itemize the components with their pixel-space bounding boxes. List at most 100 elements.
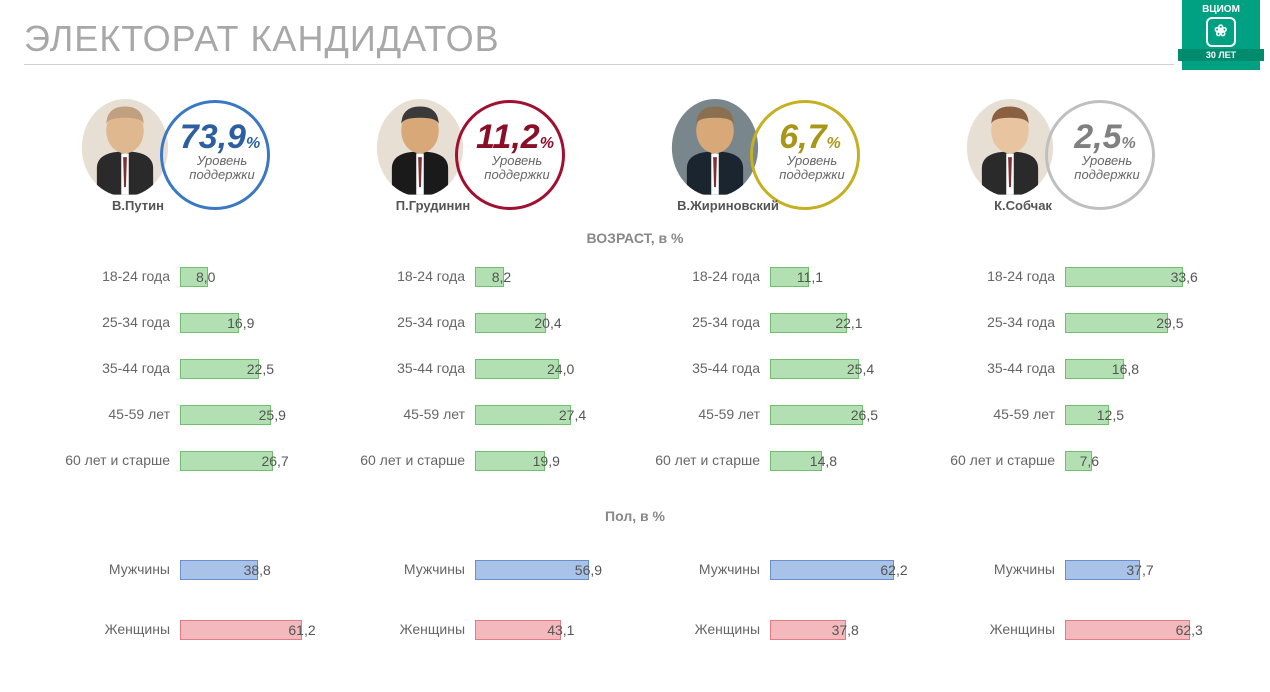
age-value: 12,5	[1097, 407, 1124, 423]
age-bar-area: 12,5	[1065, 405, 1215, 425]
support-percent: 11,2%	[463, 118, 567, 157]
age-section-label: ВОЗРАСТ, в %	[0, 230, 1270, 246]
age-value: 27,4	[559, 407, 586, 423]
age-bar-area: 20,4	[475, 313, 625, 333]
candidate-headers: 73,9% Уровеньподдержки В.Путин	[50, 88, 1230, 218]
age-value: 22,1	[835, 315, 862, 331]
age-row: 35-44 года 16,8	[935, 346, 1230, 392]
age-row: 45-59 лет 12,5	[935, 392, 1230, 438]
gender-row-label: Мужчины	[935, 562, 1065, 577]
age-row: 45-59 лет 25,9	[50, 392, 345, 438]
age-bar-area: 7,6	[1065, 451, 1215, 471]
gender-bar	[770, 560, 894, 580]
gender-value: 38,8	[244, 562, 271, 578]
age-row-label: 35-44 года	[640, 361, 770, 376]
gender-value: 62,2	[880, 562, 907, 578]
candidate-header: 73,9% Уровеньподдержки В.Путин	[50, 88, 345, 218]
age-row: 45-59 лет 26,5	[640, 392, 935, 438]
gender-bar-area: 62,2	[770, 560, 920, 580]
support-label: Уровеньподдержки	[762, 154, 862, 183]
support-percent: 6,7%	[758, 118, 862, 157]
age-value: 16,8	[1112, 361, 1139, 377]
age-bar	[180, 451, 273, 471]
age-bar-area: 14,8	[770, 451, 920, 471]
gender-chart-column: Мужчины 37,7 Женщины 62,3	[935, 540, 1230, 660]
age-value: 26,7	[261, 453, 288, 469]
age-row-label: 18-24 года	[640, 269, 770, 284]
candidate-name: К.Собчак	[953, 198, 1093, 213]
gender-row-label: Женщины	[50, 622, 180, 637]
gender-row-label: Женщины	[345, 622, 475, 637]
candidate-column: 2,5% Уровеньподдержки К.Собчак	[935, 88, 1230, 218]
gender-row: Мужчины 56,9	[345, 540, 640, 600]
age-row: 25-34 года 22,1	[640, 300, 935, 346]
age-chart-column: 18-24 года 33,6 25-34 года 29,5 35-44 го…	[935, 254, 1230, 484]
age-bar	[1065, 313, 1168, 333]
candidate-photo	[80, 92, 170, 198]
gender-row: Женщины 61,2	[50, 600, 345, 660]
candidate-column: 11,2% Уровеньподдержки П.Грудинин	[345, 88, 640, 218]
age-row-label: 18-24 года	[345, 269, 475, 284]
gender-bar-area: 38,8	[180, 560, 330, 580]
gender-row-label: Женщины	[640, 622, 770, 637]
age-bar	[1065, 267, 1183, 287]
age-row-label: 18-24 года	[935, 269, 1065, 284]
age-bar-area: 29,5	[1065, 313, 1215, 333]
gender-row: Мужчины 37,7	[935, 540, 1230, 600]
title-underline	[24, 64, 1174, 65]
age-row: 35-44 года 24,0	[345, 346, 640, 392]
age-bar-area: 22,1	[770, 313, 920, 333]
age-row: 18-24 года 33,6	[935, 254, 1230, 300]
age-bar-area: 8,0	[180, 267, 330, 287]
gender-row: Женщины 37,8	[640, 600, 935, 660]
age-bar-area: 33,6	[1065, 267, 1215, 287]
gender-value: 43,1	[547, 622, 574, 638]
age-row: 18-24 года 8,0	[50, 254, 345, 300]
age-value: 14,8	[810, 453, 837, 469]
candidate-photo	[375, 92, 465, 198]
age-value: 29,5	[1156, 315, 1183, 331]
candidate-column: 73,9% Уровеньподдержки В.Путин	[50, 88, 345, 218]
age-value: 26,5	[851, 407, 878, 423]
age-row: 35-44 года 22,5	[50, 346, 345, 392]
age-value: 19,9	[533, 453, 560, 469]
age-bar	[770, 405, 863, 425]
support-label: Уровеньподдержки	[467, 154, 567, 183]
age-bar-area: 27,4	[475, 405, 625, 425]
age-row-label: 35-44 года	[50, 361, 180, 376]
age-value: 25,9	[259, 407, 286, 423]
age-value: 25,4	[847, 361, 874, 377]
age-row: 18-24 года 8,2	[345, 254, 640, 300]
gender-value: 37,8	[832, 622, 859, 638]
age-row: 60 лет и старше 14,8	[640, 438, 935, 484]
age-charts: 18-24 года 8,0 25-34 года 16,9 35-44 год…	[50, 254, 1230, 484]
gender-section-label: Пол, в %	[0, 508, 1270, 524]
age-value: 7,6	[1080, 453, 1099, 469]
gender-row-label: Мужчины	[345, 562, 475, 577]
age-row: 25-34 года 20,4	[345, 300, 640, 346]
age-bar-area: 8,2	[475, 267, 625, 287]
gender-value: 62,3	[1176, 622, 1203, 638]
gender-value: 56,9	[575, 562, 602, 578]
age-bar-area: 16,8	[1065, 359, 1215, 379]
age-bar-area: 25,4	[770, 359, 920, 379]
gender-bar	[475, 560, 589, 580]
gender-bar-area: 37,7	[1065, 560, 1215, 580]
age-bar-area: 25,9	[180, 405, 330, 425]
age-bar-area: 19,9	[475, 451, 625, 471]
age-row-label: 18-24 года	[50, 269, 180, 284]
gender-chart-column: Мужчины 38,8 Женщины 61,2	[50, 540, 345, 660]
gender-chart-column: Мужчины 56,9 Женщины 43,1	[345, 540, 640, 660]
logo-ribbon: 30 ЛЕТ	[1178, 49, 1264, 61]
age-bar-area: 22,5	[180, 359, 330, 379]
logo-text: ВЦИОМ	[1182, 4, 1260, 15]
age-row: 25-34 года 16,9	[50, 300, 345, 346]
gender-row: Женщины 43,1	[345, 600, 640, 660]
age-value: 16,9	[227, 315, 254, 331]
gender-bar	[1065, 620, 1190, 640]
age-row: 45-59 лет 27,4	[345, 392, 640, 438]
gender-bar-area: 56,9	[475, 560, 625, 580]
gender-row-label: Женщины	[935, 622, 1065, 637]
support-label: Уровеньподдержки	[1057, 154, 1157, 183]
age-bar	[475, 405, 571, 425]
